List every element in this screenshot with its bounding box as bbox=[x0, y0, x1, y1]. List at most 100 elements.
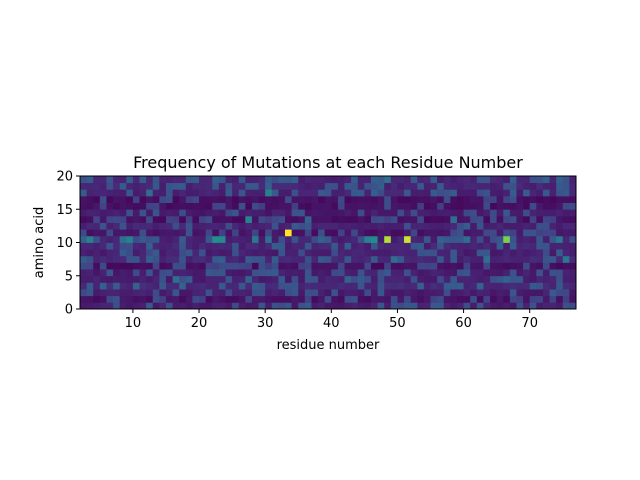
heatmap-cell bbox=[423, 215, 431, 223]
heatmap-cell bbox=[536, 289, 544, 297]
heatmap-cell bbox=[523, 249, 531, 257]
heatmap-cell bbox=[331, 255, 339, 263]
heatmap-cell bbox=[351, 282, 359, 290]
heatmap-cell bbox=[232, 222, 240, 230]
heatmap-cell bbox=[562, 209, 570, 217]
heatmap-cell bbox=[390, 249, 398, 257]
heatmap-cell bbox=[417, 176, 425, 184]
heatmap-cell bbox=[364, 215, 372, 223]
heatmap-cell bbox=[205, 242, 213, 250]
heatmap-cell bbox=[410, 222, 418, 230]
heatmap-cell bbox=[93, 189, 101, 197]
heatmap-cell bbox=[450, 222, 458, 230]
heatmap-cell bbox=[404, 215, 412, 223]
heatmap-cell bbox=[476, 229, 484, 237]
heatmap-cell bbox=[390, 302, 398, 310]
heatmap-cell bbox=[549, 215, 557, 223]
heatmap-cell bbox=[304, 215, 312, 223]
heatmap-cell bbox=[185, 275, 193, 283]
heatmap-cell bbox=[483, 275, 491, 283]
heatmap-cell bbox=[132, 176, 140, 184]
heatmap-cell bbox=[397, 275, 405, 283]
heatmap-cell bbox=[185, 235, 193, 243]
heatmap-cell bbox=[562, 189, 570, 197]
heatmap-cell bbox=[456, 275, 464, 283]
heatmap-cell bbox=[251, 202, 259, 210]
heatmap-cell bbox=[126, 222, 134, 230]
heatmap-cell bbox=[185, 215, 193, 223]
heatmap-cell bbox=[437, 222, 445, 230]
heatmap-cell bbox=[549, 282, 557, 290]
heatmap-cell bbox=[417, 242, 425, 250]
heatmap-cell bbox=[509, 195, 517, 203]
heatmap-cell bbox=[397, 289, 405, 297]
heatmap-cell bbox=[165, 222, 173, 230]
heatmap-cell bbox=[172, 289, 180, 297]
heatmap-cell bbox=[496, 275, 504, 283]
heatmap-cell bbox=[245, 249, 253, 257]
heatmap-cell bbox=[331, 295, 339, 303]
heatmap-cell bbox=[291, 235, 299, 243]
heatmap-cell bbox=[271, 229, 279, 237]
heatmap-cell bbox=[119, 262, 127, 270]
heatmap-cell bbox=[251, 262, 259, 270]
heatmap-cell bbox=[417, 255, 425, 263]
heatmap-cell bbox=[152, 289, 160, 297]
heatmap-cell bbox=[549, 289, 557, 297]
heatmap-cell bbox=[337, 302, 345, 310]
heatmap-cell bbox=[503, 255, 511, 263]
heatmap-cell bbox=[99, 176, 107, 184]
heatmap-cell bbox=[298, 215, 306, 223]
heatmap-cell bbox=[417, 269, 425, 277]
heatmap-cell bbox=[212, 195, 220, 203]
heatmap-cell bbox=[523, 275, 531, 283]
heatmap-cell bbox=[80, 275, 88, 283]
heatmap-cell bbox=[430, 302, 438, 310]
heatmap-cell bbox=[476, 176, 484, 184]
heatmap-cell bbox=[179, 202, 187, 210]
heatmap-cell bbox=[159, 229, 167, 237]
heatmap-cell bbox=[152, 215, 160, 223]
heatmap-cell bbox=[146, 269, 154, 277]
heatmap-cell bbox=[529, 176, 537, 184]
heatmap-cell bbox=[490, 269, 498, 277]
heatmap-cell bbox=[562, 289, 570, 297]
heatmap-cell bbox=[251, 289, 259, 297]
heatmap-cell bbox=[344, 295, 352, 303]
heatmap-cell bbox=[410, 176, 418, 184]
heatmap-cell bbox=[509, 176, 517, 184]
heatmap-cell bbox=[152, 262, 160, 270]
heatmap-cell bbox=[331, 289, 339, 297]
heatmap-cell bbox=[443, 275, 451, 283]
heatmap-cell bbox=[126, 295, 134, 303]
heatmap-cell bbox=[86, 302, 94, 310]
heatmap-cell bbox=[291, 255, 299, 263]
heatmap-cell bbox=[251, 302, 259, 310]
heatmap-cell bbox=[106, 189, 114, 197]
heatmap-cell bbox=[265, 269, 273, 277]
heatmap-cell bbox=[490, 215, 498, 223]
heatmap-cell bbox=[245, 195, 253, 203]
heatmap-cell bbox=[370, 176, 378, 184]
heatmap-cell bbox=[298, 176, 306, 184]
heatmap-cell bbox=[172, 242, 180, 250]
heatmap-cell bbox=[205, 289, 213, 297]
heatmap-cell bbox=[298, 302, 306, 310]
heatmap-cell bbox=[569, 262, 577, 270]
heatmap-cell bbox=[205, 295, 213, 303]
heatmap-cell bbox=[509, 209, 517, 217]
heatmap-cell bbox=[503, 235, 511, 243]
heatmap-cell bbox=[542, 209, 550, 217]
x-axis-label: residue number bbox=[277, 338, 380, 353]
heatmap-cell bbox=[417, 275, 425, 283]
heatmap-cell bbox=[443, 176, 451, 184]
heatmap-cell bbox=[212, 242, 220, 250]
heatmap-cell bbox=[516, 182, 524, 190]
heatmap-cell bbox=[450, 242, 458, 250]
heatmap-cell bbox=[159, 215, 167, 223]
heatmap-cell bbox=[139, 282, 147, 290]
heatmap-cell bbox=[278, 275, 286, 283]
heatmap-cell bbox=[430, 182, 438, 190]
heatmap-cell bbox=[549, 275, 557, 283]
heatmap-cell bbox=[192, 282, 200, 290]
